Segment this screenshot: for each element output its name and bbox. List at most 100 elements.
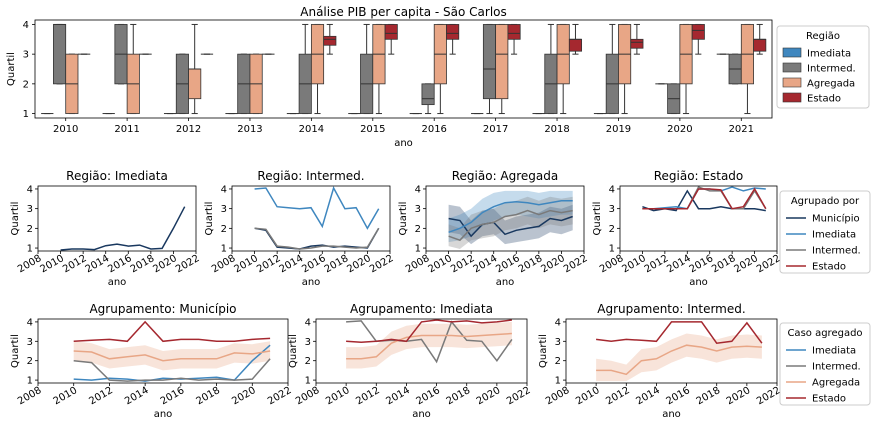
y-tick-label: 4 — [305, 317, 311, 328]
box-intermed — [53, 24, 67, 85]
x-tick-label: 2016 — [421, 124, 446, 135]
line-estado — [346, 319, 512, 344]
x-axis-label: ano — [394, 138, 413, 149]
box-estado — [384, 24, 398, 40]
y-tick-label: 1 — [27, 376, 33, 387]
box-intermed — [421, 83, 435, 106]
line-intermed — [73, 358, 271, 382]
band-agregada — [73, 341, 271, 371]
x-tick-label: 2020 — [667, 124, 692, 135]
panel-região-estado: Região: Estado12342008201020122014201620… — [592, 169, 783, 288]
y-tick-label: 4 — [221, 184, 227, 195]
y-tick-label: 2 — [305, 356, 311, 367]
x-tick-label: 2016 — [159, 385, 187, 407]
y-tick-label: 1 — [609, 244, 615, 255]
y-tick-label: 1 — [305, 376, 311, 387]
y-axis-label: Quartil — [288, 334, 299, 368]
x-tick-label: 2012 — [176, 124, 201, 135]
y-tick-label: 1 — [27, 244, 33, 255]
panel-frame — [315, 318, 528, 384]
legend-label: Agregada — [812, 378, 860, 389]
legend-label: Intermed. — [807, 64, 856, 75]
x-tick-label: 2018 — [445, 385, 473, 407]
panel-agrupamento-munic-pio: Agrupamento: Município 1 2 3 4 2008 2010 2012 20… — [10, 302, 294, 420]
panel-região-agregada: Região: Agregada123420082010201220142016… — [398, 169, 590, 288]
x-tick-label: 2016 — [665, 385, 693, 407]
y-tick-label: 2 — [609, 224, 615, 235]
y-tick-label: 3 — [305, 337, 311, 348]
panel-frame — [37, 185, 197, 252]
panel-região-imediata: Região: Imediata123420082010201220142016… — [10, 169, 202, 288]
legend-title: Região — [806, 31, 840, 42]
panel-frame — [425, 185, 585, 252]
x-tick-label: 2020 — [725, 385, 753, 407]
x-axis-label: ano — [108, 277, 127, 288]
y-tick-label: 3 — [27, 337, 33, 348]
x-tick-label: 2013 — [237, 124, 262, 135]
box-agregada — [495, 24, 509, 100]
box-intermed — [482, 24, 497, 100]
x-tick-label: 2019 — [606, 124, 631, 135]
x-tick-label: 2022 — [174, 253, 202, 275]
y-tick-label: 4 — [23, 20, 29, 31]
y-tick-label: 3 — [555, 337, 561, 348]
legend-title: Caso agregado — [787, 328, 862, 339]
x-tick-label: 2012 — [354, 385, 382, 407]
legend-swatch — [782, 47, 802, 58]
x-tick-label: 2014 — [634, 385, 662, 407]
y-axis-label: Quartil — [10, 202, 21, 236]
x-tick-label: 2020 — [230, 385, 258, 407]
band-agregada — [596, 333, 762, 382]
y-tick-label: 2 — [415, 224, 421, 235]
x-axis-label: ano — [689, 277, 708, 288]
x-axis-label: ano — [154, 409, 173, 420]
panel-title: Região: Agregada — [452, 169, 559, 183]
panel-title: Agrupamento: Município — [89, 302, 236, 316]
mid-legend: Agrupado por Município Imediata Intermed. Es… — [779, 190, 871, 274]
y-tick-label: 4 — [609, 184, 615, 195]
y-tick-label: 2 — [27, 356, 33, 367]
x-tick-label: 2010 — [53, 124, 78, 135]
line-agregada — [73, 350, 271, 362]
line-imediata — [448, 200, 573, 234]
y-axis-label: Quartil — [204, 202, 215, 236]
y-axis-label: Quartil — [538, 334, 549, 368]
x-tick-label: 2016 — [415, 385, 443, 407]
y-axis-label: Quartil — [592, 202, 603, 236]
legend-swatch — [782, 77, 802, 88]
line-estado — [596, 321, 763, 345]
panel-title: Região: Imediata — [66, 169, 168, 183]
x-tick-label: 2022 — [562, 253, 590, 275]
x-axis-label: ano — [302, 277, 321, 288]
line-agregada — [596, 344, 762, 376]
panel-região-intermed-: Região: Intermed.12342008201020122014201… — [204, 169, 396, 288]
box-estado — [507, 24, 521, 40]
x-axis-label: ano — [496, 277, 515, 288]
panel-frame — [231, 185, 391, 252]
box-estado — [568, 38, 583, 52]
x-tick-label: 2011 — [114, 124, 139, 135]
legend-label: Município — [812, 213, 860, 225]
line-imediata — [642, 186, 766, 210]
legend-frame — [776, 25, 870, 109]
panel-title: Agrupamento: Imediata — [350, 302, 493, 316]
y-tick-label: 1 — [555, 376, 561, 387]
y-tick-label: 2 — [221, 224, 227, 235]
legend-label: Estado — [807, 94, 841, 105]
legend-label: Estado — [812, 262, 846, 273]
line-estado — [642, 187, 767, 210]
x-tick-label: 2022 — [755, 385, 783, 407]
line-intermed — [254, 227, 380, 250]
x-tick-label: 2012 — [604, 385, 632, 407]
box-chart-frame — [34, 19, 773, 119]
legend-frame — [779, 190, 871, 274]
box-chart: Análise PIB per capita - São Carlos 1 2 3 4 Q… — [6, 5, 870, 149]
legend-label: Imediata — [807, 49, 851, 60]
line-município — [60, 206, 186, 251]
y-axis-label: Quartil — [6, 52, 17, 86]
y-tick-label: 2 — [23, 79, 29, 90]
y-tick-label: 4 — [27, 317, 33, 328]
x-tick-label: 2010 — [324, 385, 352, 407]
y-tick-label: 1 — [415, 244, 421, 255]
panel-frame — [619, 185, 778, 252]
